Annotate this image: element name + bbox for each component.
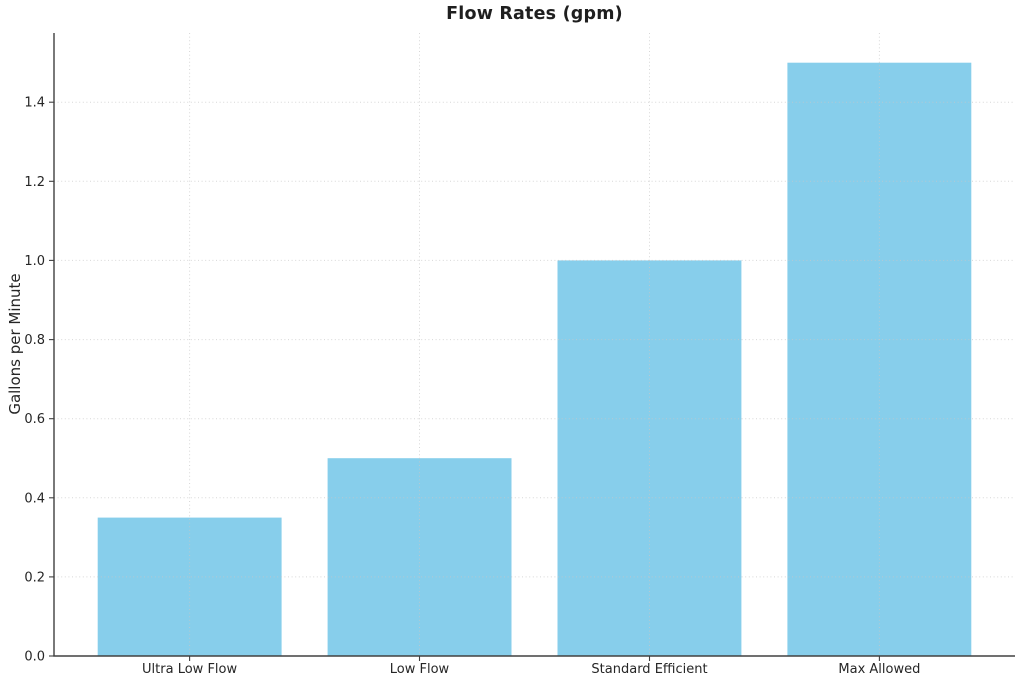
x-tick-label: Ultra Low Flow [142, 662, 237, 677]
y-tick-label: 0.0 [24, 650, 45, 665]
chart-title: Flow Rates (gpm) [446, 4, 623, 24]
x-tick-label: Standard Efficient [591, 662, 707, 677]
bar-1 [327, 458, 512, 656]
y-tick-label: 0.8 [24, 333, 45, 348]
bar-3 [787, 62, 972, 656]
y-tick-label: 0.4 [24, 491, 45, 506]
y-tick-label: 0.2 [24, 570, 45, 585]
x-tick-label: Max Allowed [838, 662, 920, 677]
y-tick-label: 1.4 [24, 96, 45, 111]
bar-0 [97, 517, 282, 656]
y-tick-label: 1.2 [24, 175, 45, 190]
y-tick-label: 1.0 [24, 254, 45, 269]
y-tick-label: 0.6 [24, 412, 45, 427]
x-tick-label: Low Flow [390, 662, 450, 677]
